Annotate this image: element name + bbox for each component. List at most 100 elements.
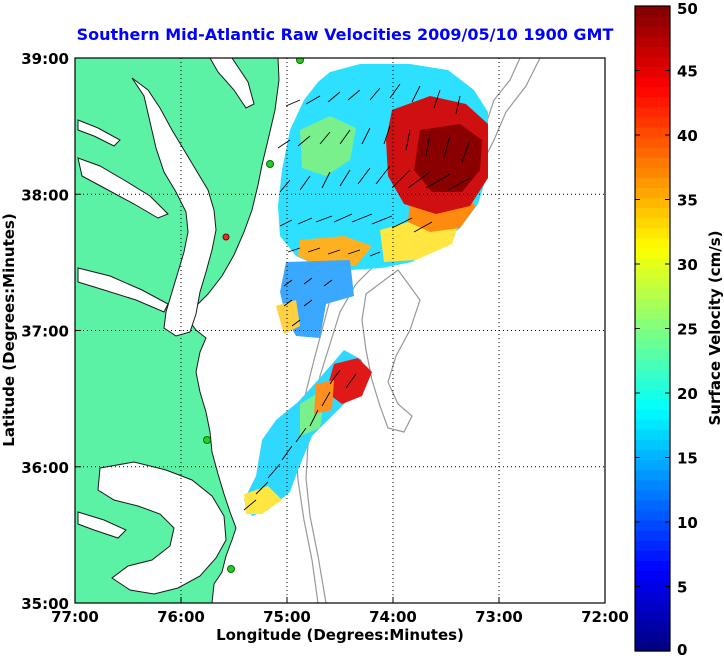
y-tick-label: 35:00	[21, 595, 69, 613]
station-marker	[203, 436, 211, 444]
colorbar-step	[635, 530, 670, 541]
station-marker-red	[222, 233, 230, 241]
radar-stations	[203, 58, 304, 573]
colorbar-step	[635, 499, 670, 511]
colorbar-step	[635, 439, 670, 451]
x-axis-ticks: 77:00 76:00 75:00 74:00 73:00 72:00	[51, 597, 629, 626]
colorbar-step	[635, 96, 670, 108]
y-tick-label: 37:00	[21, 323, 69, 341]
colorbar-step	[635, 540, 670, 551]
grid-lines	[75, 58, 605, 603]
colorbar-step	[635, 157, 670, 168]
colorbar-tick-label: 35	[677, 192, 698, 210]
x-tick-label: 77:00	[51, 608, 99, 626]
colorbar-tick-label: 20	[677, 385, 698, 403]
colorbar-step	[635, 116, 670, 128]
y-axis-label: Latitude (Degrees:Minutes)	[0, 213, 18, 446]
chart-title: Southern Mid-Atlantic Raw Velocities 200…	[77, 25, 614, 44]
colorbar-step	[635, 278, 670, 289]
colorbar-step	[635, 137, 670, 148]
colorbar-step	[635, 66, 670, 78]
colorbar-step	[635, 6, 670, 17]
colorbar-step	[635, 147, 670, 158]
station-marker	[296, 58, 304, 64]
colorbar-step	[635, 86, 670, 98]
x-tick-label: 75:00	[263, 608, 311, 626]
x-axis-label: Longitude (Degrees:Minutes)	[216, 626, 464, 644]
colorbar	[635, 6, 670, 652]
colorbar-tick-label: 15	[677, 450, 698, 468]
colorbar-step	[635, 207, 670, 219]
colorbar-step	[635, 590, 670, 602]
pamlico-sound	[97, 461, 227, 595]
colorbar-tick-label: 40	[677, 127, 698, 145]
colorbar-step	[635, 36, 670, 47]
x-tick-label: 76:00	[157, 608, 205, 626]
colorbar-step	[635, 197, 670, 209]
colorbar-ticks: 0 5 10 15 20 25 30 35 40 45 50	[635, 0, 698, 659]
colorbar-step	[635, 429, 670, 440]
y-axis-ticks: 35:00 36:00 37:00 38:00 39:00	[21, 50, 81, 613]
colorbar-step	[635, 268, 670, 279]
x-tick-label: 72:00	[581, 608, 629, 626]
colorbar-step	[635, 237, 670, 249]
colorbar-step	[635, 368, 670, 380]
colorbar-tick-label: 25	[677, 321, 698, 339]
x-tick-label: 74:00	[369, 608, 417, 626]
colorbar-step	[635, 187, 670, 199]
colorbar-step	[635, 126, 670, 138]
colorbar-step	[635, 227, 670, 239]
colorbar-step	[635, 509, 670, 521]
colorbar-step	[635, 46, 670, 57]
colorbar-tick-label: 45	[677, 63, 698, 81]
y-tick-label: 36:00	[21, 459, 69, 477]
colorbar-step	[635, 378, 670, 390]
colorbar-step	[635, 348, 670, 360]
colorbar-step	[635, 247, 670, 259]
y-tick-label: 39:00	[21, 50, 69, 68]
colorbar-step	[635, 519, 670, 531]
colorbar-step	[635, 630, 670, 642]
colorbar-step	[635, 26, 670, 37]
colorbar-step	[635, 550, 670, 561]
colorbar-tick-label: 10	[677, 514, 698, 532]
colorbar-tick-label: 50	[677, 0, 698, 18]
colorbar-step	[635, 580, 670, 592]
colorbar-step	[635, 358, 670, 370]
colorbar-tick-label: 5	[677, 579, 687, 597]
colorbar-label: Surface Velocity (cm/s)	[706, 230, 724, 425]
colorbar-step	[635, 479, 670, 491]
colorbar-tick-label: 30	[677, 256, 698, 274]
colorbar-step	[635, 167, 670, 178]
colorbar-step	[635, 419, 670, 430]
colorbar-step	[635, 610, 670, 622]
colorbar-step	[635, 459, 670, 471]
velocity-field	[244, 64, 488, 516]
y-tick-label: 38:00	[21, 186, 69, 204]
colorbar-step	[635, 338, 670, 350]
station-marker	[266, 160, 274, 168]
colorbar-step	[635, 318, 670, 330]
chesapeake-bay	[131, 77, 217, 337]
colorbar-step	[635, 640, 670, 652]
colorbar-step	[635, 620, 670, 632]
colorbar-step	[635, 489, 670, 501]
colorbar-step	[635, 469, 670, 481]
colorbar-step	[635, 257, 670, 269]
colorbar-step	[635, 570, 670, 582]
velocity-vectors	[243, 83, 471, 511]
colorbar-tick-label: 0	[677, 641, 687, 659]
colorbar-step	[635, 388, 670, 400]
colorbar-step	[635, 288, 670, 299]
colorbar-step	[635, 298, 670, 309]
colorbar-step	[635, 106, 670, 118]
colorbar-step	[635, 600, 670, 612]
station-marker	[227, 565, 235, 573]
colorbar-step	[635, 16, 670, 27]
colorbar-step	[635, 56, 670, 68]
colorbar-step	[635, 308, 670, 320]
colorbar-step	[635, 217, 670, 229]
x-tick-label: 73:00	[475, 608, 523, 626]
colorbar-step	[635, 177, 670, 189]
